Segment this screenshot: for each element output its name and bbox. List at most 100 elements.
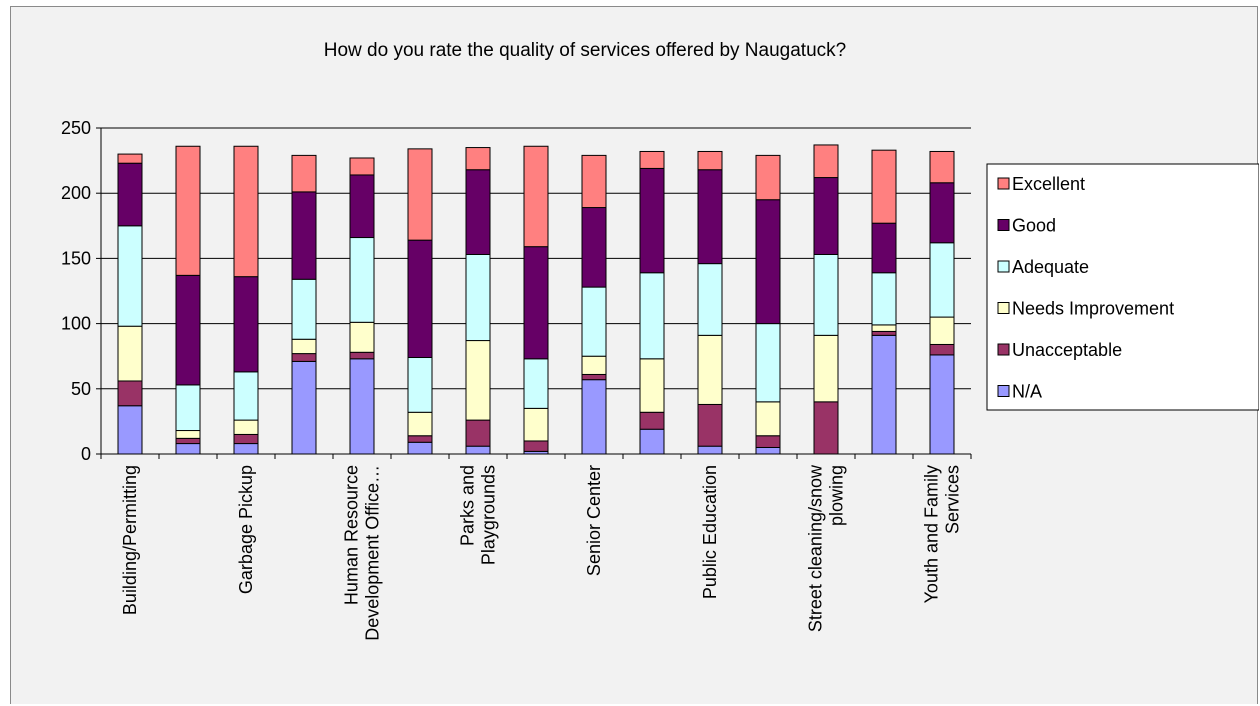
bar-segment [755,199,781,325]
y-tick-label: 50 [71,379,91,399]
bar-segment [929,316,955,345]
category-label-line: Public Education [700,465,720,599]
bar-segment [175,430,201,439]
bar-segment [871,334,897,455]
bar-segment [581,373,607,381]
bar-segment [929,343,955,356]
bar-segment [813,253,839,336]
bar-segment [639,150,665,169]
bar-segment [233,433,259,445]
bar-segment [929,150,955,184]
bar-segment [523,440,549,452]
bar-segment [755,154,781,201]
bar-segment [349,351,375,360]
legend-swatch [997,260,1010,273]
bar-segment [755,323,781,403]
chart-title: How do you rate the quality of services … [324,40,846,61]
legend-label: Good [1012,216,1056,236]
bar-segment [871,272,897,326]
bar-segment [697,445,723,455]
bar-segment [117,380,143,407]
bar-segment [407,357,433,413]
bar-segment [349,157,375,176]
bar-segment [523,358,549,409]
bar-segment [523,145,549,248]
category-label: Building/Permitting [120,465,140,615]
legend: Excellent Good Adequate Needs Improvement Un… [986,163,1259,411]
bar-segment [175,443,201,455]
legend-item: Unacceptable [997,340,1122,360]
legend-swatch [997,219,1010,231]
bar-segment [175,274,201,386]
y-tick-label: 200 [61,183,91,203]
category-label: Youth and Family Services [922,465,963,603]
bar-segment [233,443,259,455]
category-label-line: plowing [827,465,847,526]
bar-segment [697,263,723,336]
legend-swatch [997,343,1010,356]
bar-segment [755,435,781,448]
bar-segment [871,149,897,224]
legend-label: Unacceptable [1012,340,1122,360]
bar-segment [871,324,897,332]
category-label-line: Garbage Pickup [236,465,256,594]
bar-segment [233,276,259,373]
category-labels: Building/Permitting Garbage Pickup Human R… [120,464,963,641]
bar-segment [697,334,723,405]
bar-segment [117,153,143,164]
bar-segment [639,272,665,360]
bar-segment [291,353,317,362]
bar-segment [639,167,665,274]
chart-frame: How do you rate the quality of services … [10,6,1259,704]
bar-segment [291,278,317,340]
bar-segment [233,145,259,278]
bar-segment [465,169,491,255]
legend-item: Excellent [997,174,1085,194]
bars [117,144,955,455]
bar-segment [813,177,839,255]
legend-swatch [997,302,1010,314]
legend-item: N/A [997,382,1042,402]
bar-segment [117,325,143,382]
bar-segment [697,169,723,265]
bar-segment [291,360,317,455]
bar-segment [465,340,491,421]
bar-segment [117,225,143,327]
bar-segment [175,437,201,445]
legend-box [986,163,1259,411]
y-tick-label: 250 [61,118,91,138]
bar-segment [291,154,317,193]
bar-segment [755,446,781,455]
bar-segment [523,246,549,360]
bar-segment [523,407,549,442]
bar-segment [233,419,259,435]
bar-segment [639,428,665,455]
bar-segment [407,441,433,455]
category-label-line: Parks and [458,465,478,546]
bar-segment [349,321,375,353]
bar-segment [291,191,317,280]
category-label-line: Senior Center [584,465,604,576]
bar-segment [929,242,955,318]
legend-label: Needs Improvement [1012,299,1174,319]
category-label-line: Building/Permitting [120,465,140,615]
bar-segment [639,358,665,413]
bar-segment [407,239,433,359]
bar-segment [755,401,781,437]
bar-segment [175,384,201,432]
category-label: Human Resource Development Office… [342,465,383,641]
bar-segment [581,379,607,455]
category-label-line: Youth and Family [922,465,942,603]
bar-segment [581,154,607,209]
category-label: Garbage Pickup [236,465,256,594]
legend-label: Excellent [1012,174,1085,194]
bar-segment [697,150,723,171]
y-tick-label: 150 [61,248,91,268]
bar-segment [349,237,375,323]
category-label: Street cleaning/snow plowing [806,464,847,632]
bar-segment [175,145,201,276]
bar-segment [465,419,491,447]
legend-label: Adequate [1012,257,1089,277]
y-tick-label: 100 [61,314,91,334]
axes: 0 50 100 150 200 250 [61,118,972,464]
